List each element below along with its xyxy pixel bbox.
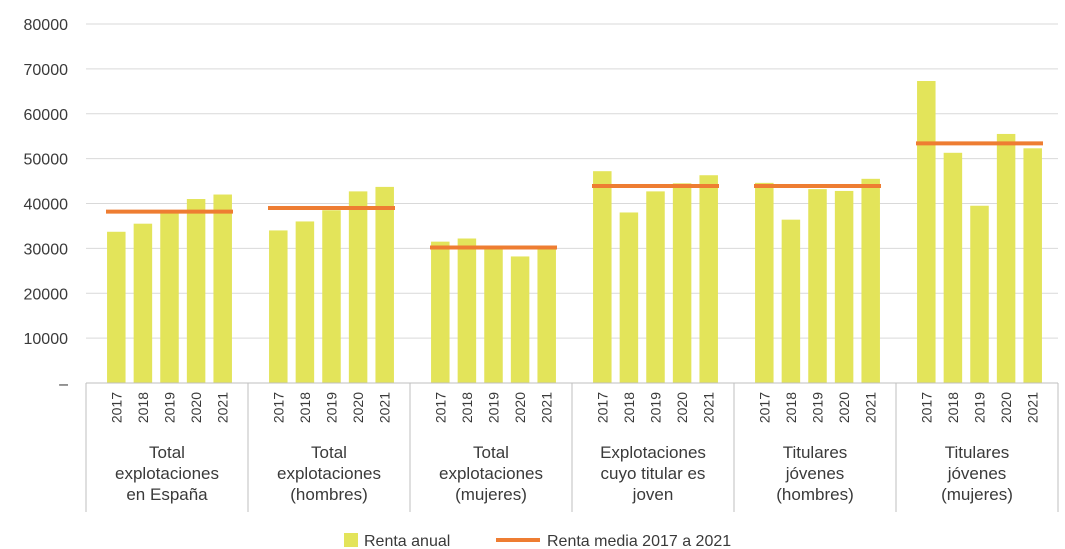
x-tick-label: 2021 [377,392,393,423]
mean-lines [106,141,1043,250]
x-tick-label: 2020 [188,392,204,423]
group-label: jóvenes [785,464,845,483]
y-tick-label: 50000 [24,152,69,169]
bar [699,175,718,383]
x-tick-label: 2021 [863,392,879,423]
group-label: explotaciones [277,464,381,483]
group-label: explotaciones [115,464,219,483]
bar [431,241,450,383]
x-tick-label: 2021 [539,392,555,423]
bar [213,194,232,383]
x-tick-label: 2019 [324,392,340,423]
axes: – 10000 20000 30000 40000 50000 60000 70000 8000… [24,17,1059,512]
x-tick-label: 2018 [459,392,475,423]
x-tick-label: 2017 [108,392,124,423]
bar [861,178,880,383]
bar [593,171,612,383]
x-tick-label: 2018 [135,392,151,423]
y-tick-label: 40000 [24,197,69,214]
x-tick-label: 2021 [1025,392,1041,423]
y-tick-label: 30000 [24,241,69,258]
y-tick-label: 20000 [24,286,69,303]
x-tick-label: 2017 [756,392,772,423]
gridlines [86,23,1058,339]
bar [510,256,530,383]
group-label: Titulares [783,443,848,462]
x-tick-label: 2018 [945,392,961,423]
bar [186,199,206,383]
x-tick-label: 2020 [350,392,366,423]
bar [834,190,854,383]
x-tick-label: 2020 [836,392,852,423]
x-tick-label: 2019 [972,392,988,423]
x-tick-label: 2021 [701,392,717,423]
x-tick-label: 2018 [297,392,313,423]
x-tick-label: 2017 [432,392,448,423]
bar [375,186,394,383]
y-tick-label: – [59,376,68,393]
bar [457,238,477,383]
bar [943,152,963,383]
x-tick-label: 2021 [215,392,231,423]
group-label: Total [149,443,185,462]
x-tick-label: 2019 [648,392,664,423]
group-label: (hombres) [776,485,853,504]
bar [755,182,774,383]
x-tick-label: 2020 [512,392,528,423]
x-tick-label: 2020 [998,392,1014,423]
x-tick-label: 2019 [810,392,826,423]
group-label: (hombres) [290,485,367,504]
bar [107,231,126,383]
bar [1023,148,1042,383]
bar [295,221,315,383]
bar [348,191,368,383]
bar [917,80,936,384]
legend-line-label: Renta media 2017 a 2021 [547,533,731,549]
bar [996,133,1016,383]
group-label: cuyo titular es [601,464,706,483]
legend-bar-label: Renta anual [364,533,450,549]
x-tick-label: 2017 [918,392,934,423]
bar [808,189,827,383]
x-tick-label: 2020 [674,392,690,423]
group-label: Titulares [945,443,1010,462]
group-label: en España [126,485,208,504]
y-tick-label: 80000 [24,17,69,34]
group-label: Total [311,443,347,462]
bar [646,191,665,383]
group-label: Explotaciones [600,443,706,462]
legend: Renta anual Renta media 2017 a 2021 [344,533,731,549]
bar [322,210,341,383]
group-label: joven [632,485,674,504]
bars [107,80,1042,384]
group-label: Total [473,443,509,462]
group-label: jóvenes [947,464,1007,483]
bar [133,223,153,383]
bar [160,212,179,383]
bar [484,249,503,383]
legend-bar-swatch [344,533,358,547]
bar [672,183,692,383]
x-tick-label: 2017 [594,392,610,423]
y-tick-label: 70000 [24,62,69,79]
bar [619,212,639,383]
x-tick-label: 2018 [783,392,799,423]
group-label: explotaciones [439,464,543,483]
bar [970,205,989,383]
x-tick-label: 2019 [486,392,502,423]
y-tick-label: 60000 [24,107,69,124]
bar [269,230,288,383]
x-tick-label: 2017 [270,392,286,423]
bar [537,249,556,383]
y-tick-label: 10000 [24,331,69,348]
x-tick-label: 2018 [621,392,637,423]
x-tick-label: 2019 [162,392,178,423]
group-label: (mujeres) [455,485,527,504]
group-label: (mujeres) [941,485,1013,504]
bar [781,219,801,383]
